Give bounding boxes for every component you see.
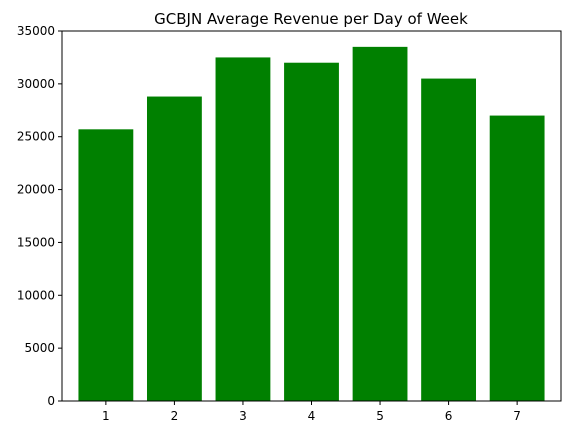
x-tick-label: 2 (171, 409, 179, 423)
x-tick-label: 6 (445, 409, 453, 423)
x-tick-label: 5 (376, 409, 384, 423)
x-tick-label: 3 (239, 409, 247, 423)
y-axis: 0 5000 10000 15000 20000 25000 30000 35000 (17, 24, 62, 408)
y-tick-label: 20000 (17, 183, 55, 197)
y-tick-label: 30000 (17, 77, 55, 91)
y-tick-label: 0 (47, 394, 55, 408)
bars-group (78, 46, 545, 402)
y-tick-label: 5000 (24, 341, 55, 355)
x-tick-label: 4 (308, 409, 316, 423)
chart-title: GCBJN Average Revenue per Day of Week (154, 10, 468, 28)
y-tick-label: 10000 (17, 288, 55, 302)
bar-7 (489, 115, 545, 402)
plot-frame (61, 30, 562, 402)
y-tick-label: 15000 (17, 235, 55, 249)
x-axis: 1 2 3 4 5 6 7 (102, 401, 521, 423)
x-tick-label: 1 (102, 409, 110, 423)
bar-6 (421, 78, 477, 402)
bar-1 (78, 129, 134, 402)
y-tick-label: 35000 (17, 24, 55, 38)
bar-4 (284, 62, 339, 401)
bar-3 (215, 57, 271, 402)
x-tick-label: 7 (513, 409, 521, 423)
bar-5 (352, 46, 408, 401)
bar-2 (146, 96, 202, 402)
y-tick-label: 25000 (17, 130, 55, 144)
